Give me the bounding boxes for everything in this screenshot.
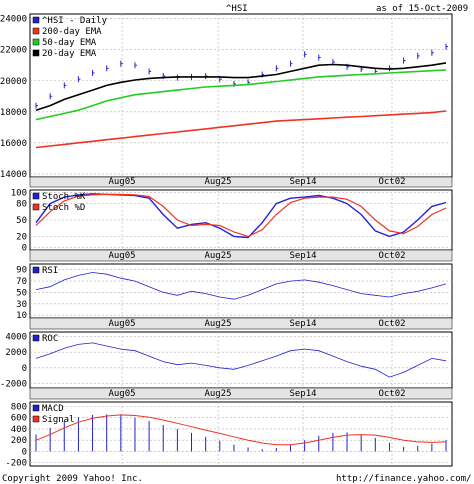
y-tick-label: 100 (11, 189, 27, 199)
y-tick-label: 200 (11, 436, 27, 446)
y-tick-label: 10 (16, 311, 27, 321)
legend-label: 200-day EMA (42, 27, 102, 37)
y-tick-label: 2000 (5, 348, 27, 358)
legend-swatch (32, 49, 40, 57)
legend-swatch (32, 404, 40, 412)
x-tick-label: Aug25 (204, 251, 231, 261)
y-tick-label: 16000 (0, 139, 27, 149)
y-tick-label: 18000 (0, 108, 27, 118)
y-tick-label: 400 (11, 425, 27, 435)
y-tick-label: 0 (22, 364, 27, 374)
panel-frame (29, 13, 453, 178)
y-tick-label: 0 (22, 243, 27, 253)
x-tick-label: Aug05 (108, 389, 135, 399)
legend-label: MACD (42, 404, 64, 414)
legend-label: Signal (42, 415, 75, 425)
y-tick-label: 600 (11, 414, 27, 424)
y-tick-label: 800 (11, 402, 27, 412)
y-tick-label: 22000 (0, 46, 27, 56)
x-label-band (29, 317, 453, 330)
copyright-text: Copyright 2009 Yahoo! Inc. (2, 474, 143, 484)
y-tick-label: -2000 (0, 379, 27, 389)
series-line-3 (35, 62, 447, 111)
x-tick-label: Sep14 (289, 389, 316, 399)
series-line-1 (35, 193, 447, 238)
y-tick-label: 20 (16, 232, 27, 242)
legend-swatch (32, 192, 40, 200)
legend-label: 50-day EMA (42, 38, 97, 48)
legend-label: RSI (42, 266, 58, 276)
x-tick-label: Aug25 (204, 389, 231, 399)
panel-frame (29, 263, 453, 319)
series-line-0 (35, 342, 447, 378)
y-tick-label: 20000 (0, 77, 27, 87)
legend-label: ROC (42, 334, 58, 344)
x-label-band (29, 176, 453, 188)
legend-swatch (32, 266, 40, 274)
legend-swatch (32, 203, 40, 211)
series-line-2 (35, 69, 447, 121)
y-tick-label: 4000 (5, 333, 27, 343)
y-tick-label: 80 (16, 200, 27, 210)
x-tick-label: Sep14 (289, 251, 316, 261)
series-line-0 (35, 272, 447, 300)
panel-3: -2000 0 2000 4000 Aug05 Aug25 Sep14 Oct02 ROC (0, 331, 453, 400)
x-tick-label: Aug05 (108, 319, 135, 329)
y-tick-label: 70 (16, 277, 27, 287)
legend-swatch (32, 334, 40, 342)
legend-swatch (32, 38, 40, 46)
chart-symbol: ^HSI (226, 4, 248, 14)
y-tick-label: 14000 (0, 170, 27, 180)
x-tick-label: Sep14 (289, 319, 316, 329)
series-line-1 (35, 414, 447, 446)
y-tick-label: 24000 (0, 15, 27, 25)
x-label-band (29, 387, 453, 400)
y-tick-label: 50 (16, 288, 27, 298)
legend-swatch (32, 415, 40, 423)
panel-frame (29, 401, 453, 467)
y-tick-label: 30 (16, 300, 27, 310)
x-tick-label: Aug25 (204, 177, 231, 187)
panel-frame (29, 189, 453, 251)
legend-swatch (32, 27, 40, 35)
as-of-date: as of 15-Oct-2009 (376, 4, 468, 14)
legend-label: Stoch %K (42, 192, 86, 202)
legend-label: 20-day EMA (42, 49, 97, 59)
y-tick-label: 50 (16, 216, 27, 226)
x-label-band (29, 249, 453, 262)
panel-0: 14000 16000 18000 20000 22000 24000 Aug05 Aug25… (0, 13, 453, 188)
legend-swatch (32, 16, 40, 24)
y-tick-label: 0 (22, 447, 27, 457)
y-tick-label: 90 (16, 266, 27, 276)
x-tick-label: Oct02 (378, 251, 405, 261)
y-tick-label: -200 (5, 459, 27, 469)
x-tick-label: Oct02 (378, 177, 405, 187)
x-tick-label: Aug05 (108, 177, 135, 187)
panel-frame (29, 331, 453, 389)
x-tick-label: Aug25 (204, 319, 231, 329)
x-tick-label: Sep14 (289, 177, 316, 187)
footer-url: http://finance.yahoo.com/ (336, 474, 471, 484)
series-line-1 (35, 110, 447, 149)
legend-label: ^HSI - Daily (42, 16, 108, 26)
x-tick-label: Aug05 (108, 251, 135, 261)
legend-label: Stoch %D (42, 203, 85, 213)
x-tick-label: Oct02 (378, 389, 405, 399)
x-tick-label: Oct02 (378, 319, 405, 329)
